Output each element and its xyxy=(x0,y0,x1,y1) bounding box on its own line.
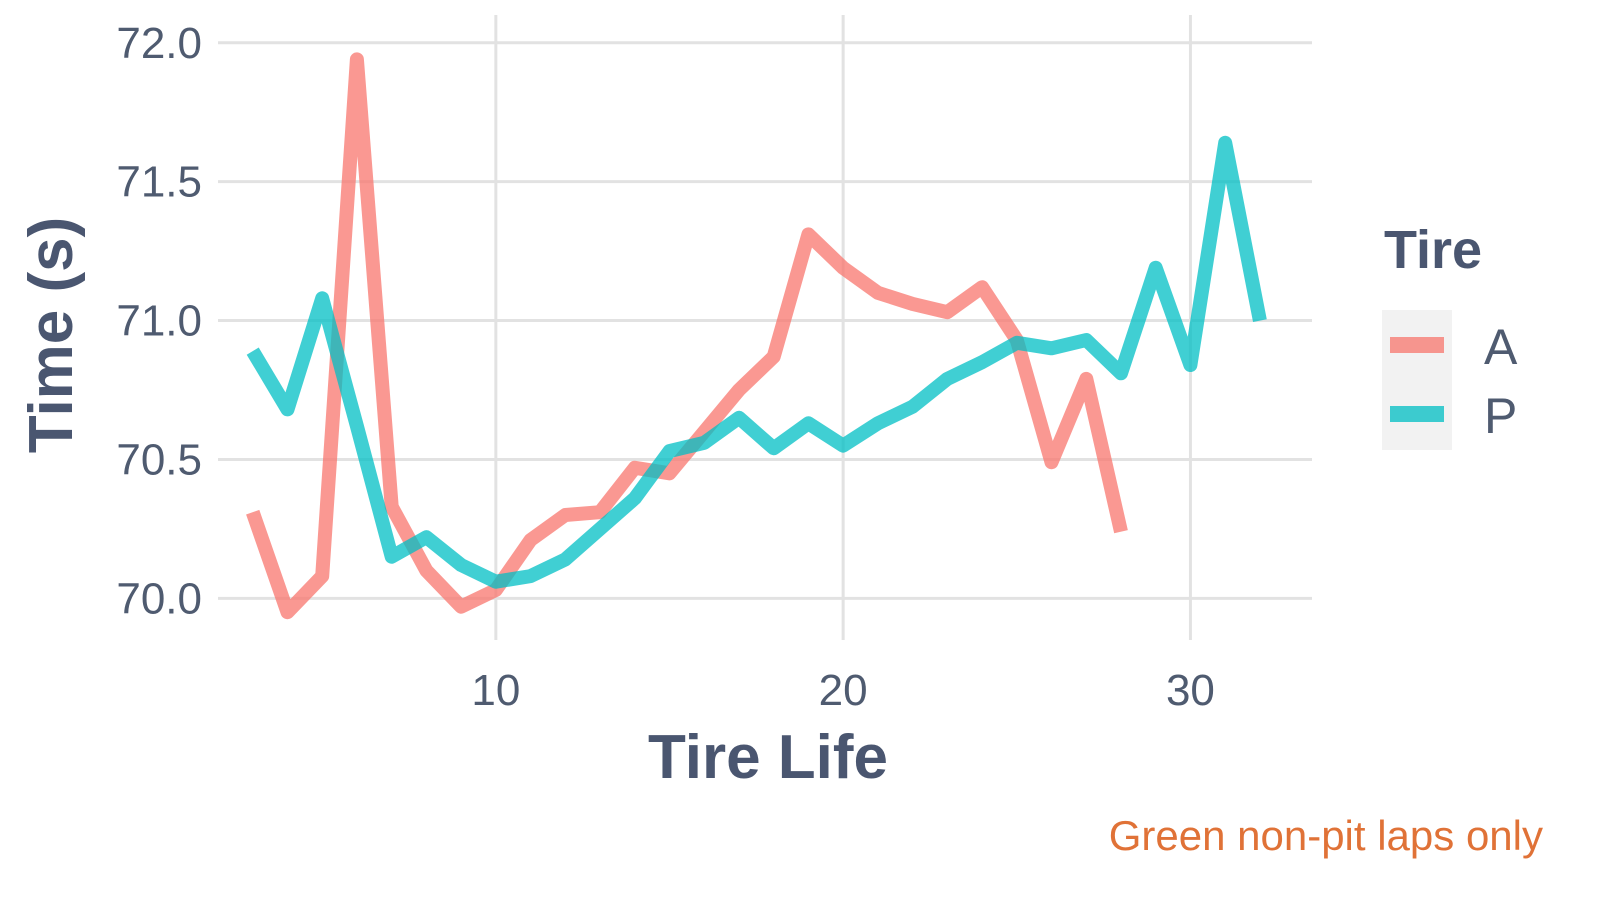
legend-title: Tire xyxy=(1384,220,1482,280)
x-tick-label: 10 xyxy=(471,666,520,715)
y-tick-label: 71.5 xyxy=(116,158,202,207)
x-tick-label: 30 xyxy=(1166,666,1215,715)
x-tick-label: 20 xyxy=(819,666,868,715)
legend-label-a: A xyxy=(1484,319,1518,375)
legend-key-background xyxy=(1382,310,1452,450)
y-tick-label: 70.0 xyxy=(116,574,202,623)
legend: Tire A P xyxy=(1382,220,1518,450)
caption: Green non-pit laps only xyxy=(1109,812,1543,859)
y-axis-title: Time (s) xyxy=(17,217,86,454)
y-tick-label: 70.5 xyxy=(116,435,202,484)
series-line-p xyxy=(246,135,1267,589)
y-tick-label: 72.0 xyxy=(116,19,202,68)
tick-labels: 70.0 70.5 71.0 71.5 72.0 10 20 30 xyxy=(116,19,1215,715)
legend-label-p: P xyxy=(1484,388,1517,444)
grid-lines xyxy=(218,15,1312,640)
y-tick-label: 71.0 xyxy=(116,297,202,346)
x-axis-title: Tire Life xyxy=(648,723,888,792)
series-lines xyxy=(246,52,1267,620)
